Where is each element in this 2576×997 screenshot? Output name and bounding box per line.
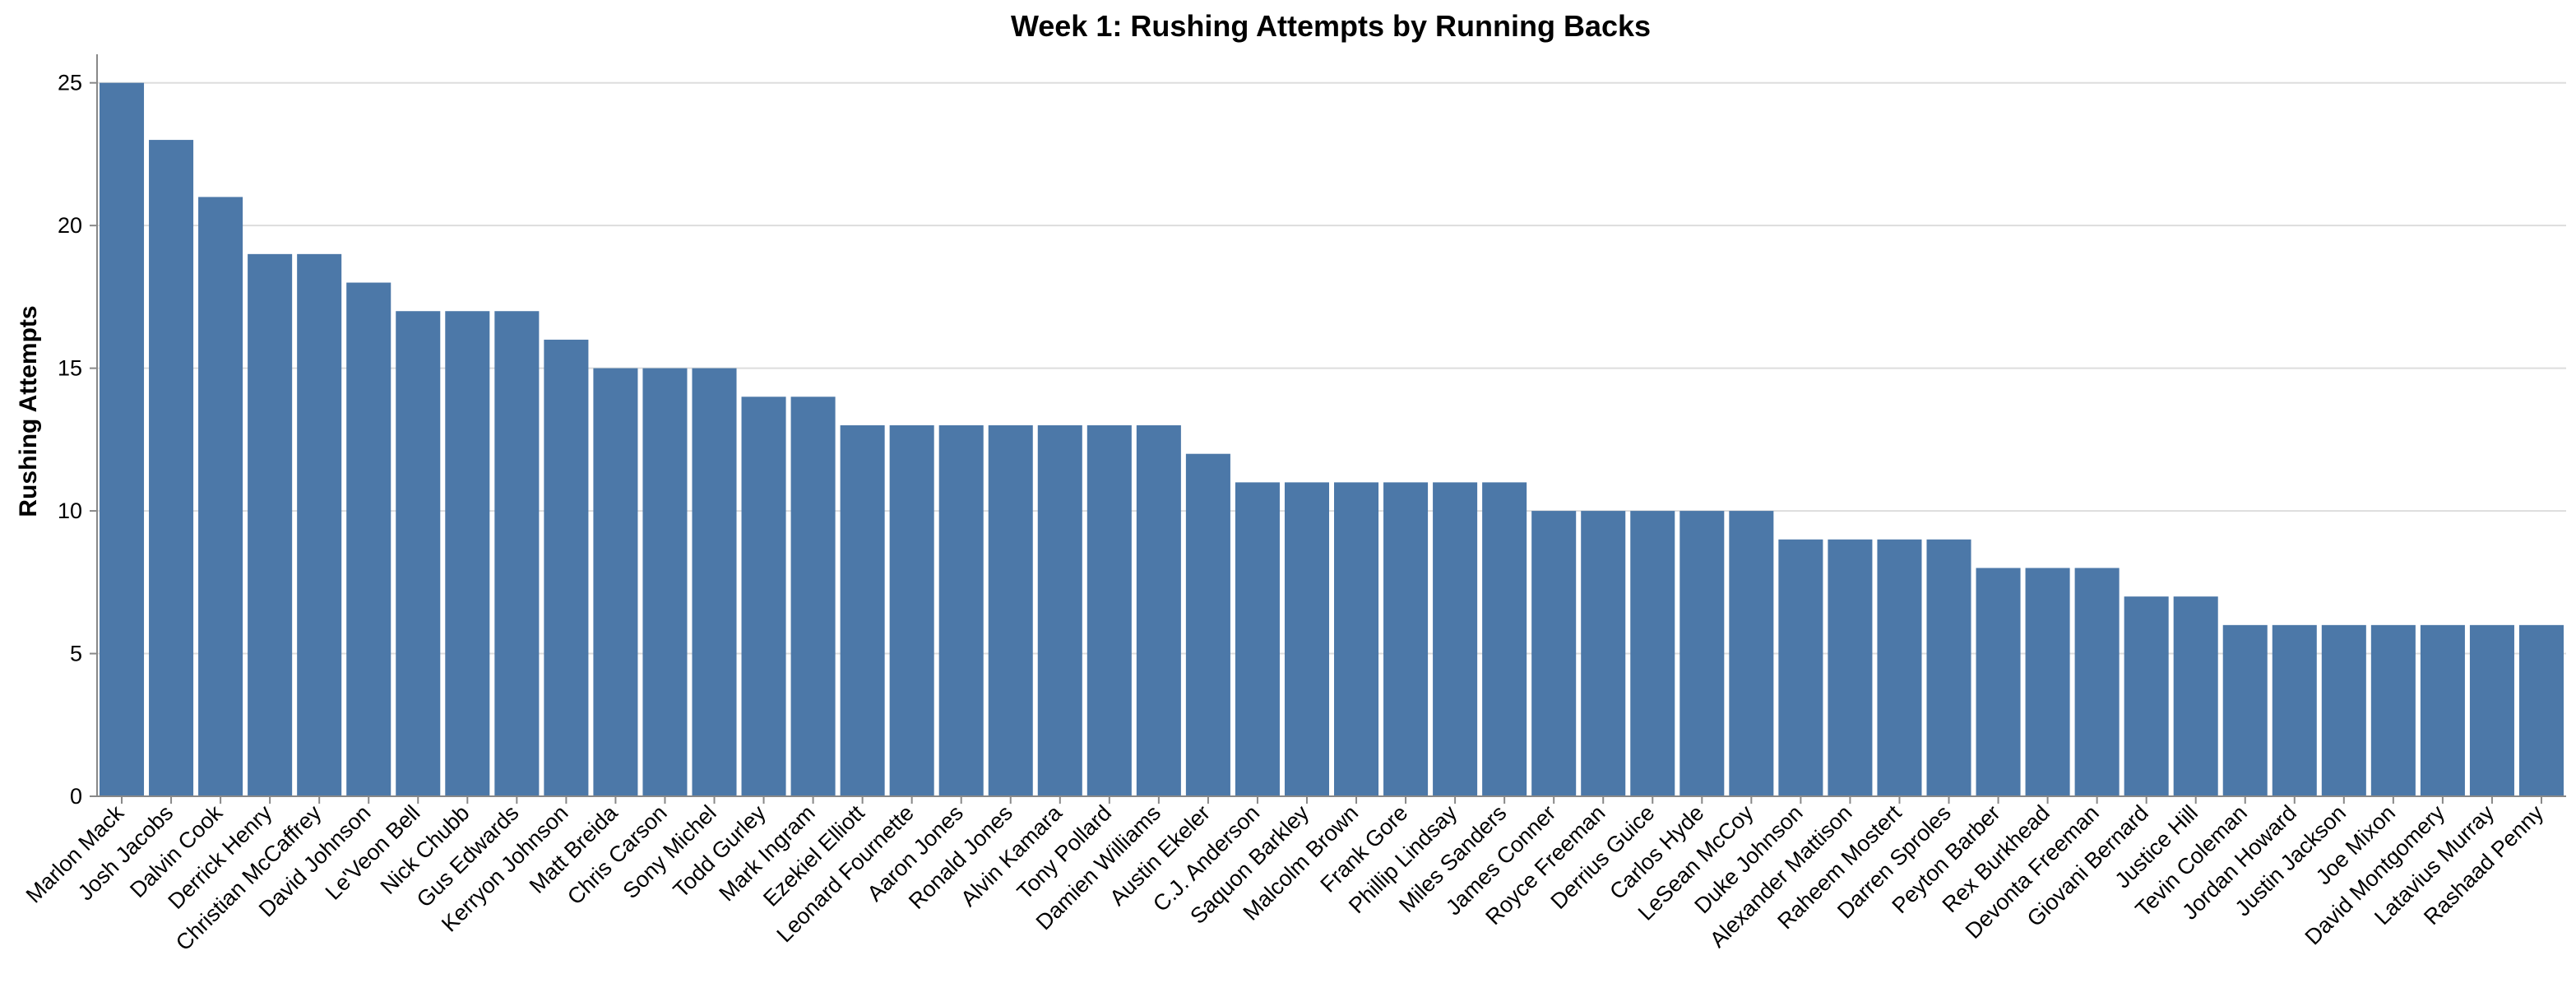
chart-title: Week 1: Rushing Attempts by Running Back…	[1011, 9, 1651, 43]
bar	[2173, 596, 2218, 796]
y-axis-title: Rushing Attempts	[15, 305, 42, 517]
bar	[2272, 624, 2317, 796]
bar	[2222, 624, 2268, 796]
bar	[1334, 482, 1379, 796]
bar	[1383, 482, 1429, 796]
y-tick-label: 5	[70, 642, 82, 666]
bar	[1531, 511, 1577, 796]
bar	[1778, 539, 1823, 796]
bar	[100, 82, 145, 796]
axes	[96, 54, 2566, 797]
bar	[2321, 624, 2366, 796]
bar	[790, 396, 836, 796]
bar	[1284, 482, 1329, 796]
bar	[494, 311, 540, 796]
y-tick-label: 15	[58, 356, 82, 381]
bar	[1926, 539, 1971, 796]
bar	[1976, 568, 2021, 796]
bar	[445, 311, 490, 796]
bar	[248, 253, 293, 796]
bar	[692, 368, 737, 797]
bar	[2518, 624, 2564, 796]
bars	[100, 82, 2564, 797]
bar	[297, 253, 342, 796]
bar	[938, 425, 984, 796]
bar	[1482, 482, 1527, 796]
bar	[1433, 482, 1478, 796]
bar	[840, 425, 885, 796]
y-tick-label: 10	[58, 498, 82, 523]
y-tick-label: 20	[58, 213, 82, 238]
bar	[1235, 482, 1280, 796]
bar	[2025, 568, 2070, 796]
bar	[198, 197, 243, 796]
bar	[593, 368, 638, 797]
bar	[889, 425, 934, 796]
bar	[544, 339, 589, 796]
bar	[1581, 511, 1626, 796]
bar	[396, 311, 441, 796]
bar	[2370, 624, 2416, 796]
bar	[1037, 425, 1082, 796]
bar	[1185, 453, 1230, 796]
bar	[2469, 624, 2514, 796]
y-tick-label: 0	[70, 784, 82, 809]
bar	[1086, 425, 1132, 796]
bar	[346, 282, 391, 796]
bar	[1877, 539, 1922, 796]
bar	[149, 140, 194, 797]
bar	[1136, 425, 1181, 796]
y-tick-label: 25	[58, 71, 82, 95]
bar	[1828, 539, 1873, 796]
y-axis-ticks: 0 5 10 15 20 25	[58, 71, 97, 809]
bar	[2074, 568, 2120, 796]
bar	[1729, 511, 1774, 796]
bar	[642, 368, 688, 797]
bar	[1630, 511, 1675, 796]
bar	[2124, 596, 2169, 796]
bar	[741, 396, 786, 796]
bar	[2420, 624, 2465, 796]
bar	[1679, 511, 1725, 796]
bar	[988, 425, 1033, 796]
